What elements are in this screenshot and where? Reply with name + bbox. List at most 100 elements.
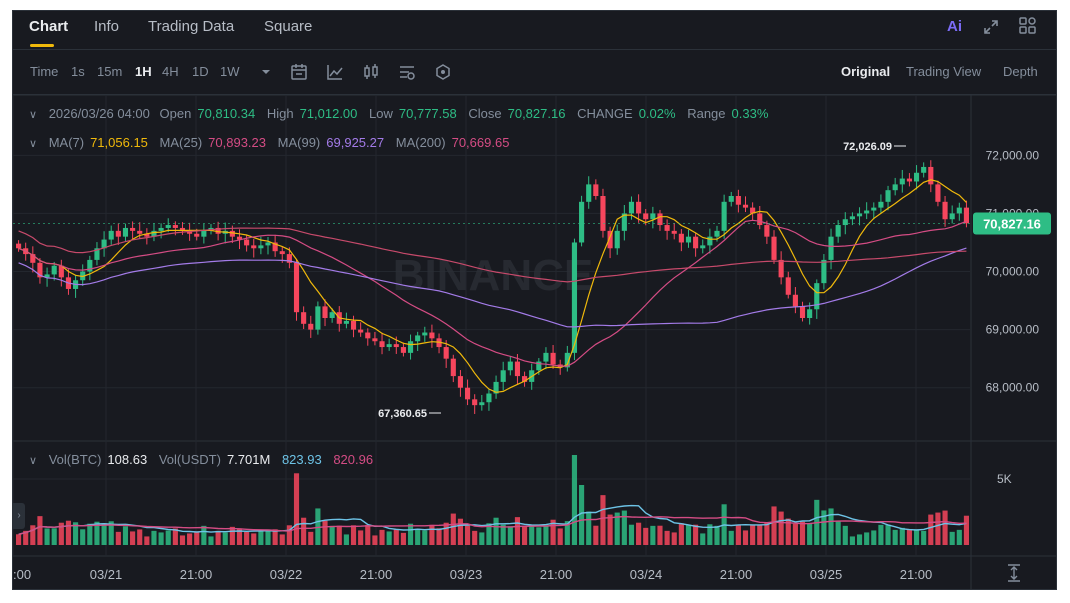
candle-body <box>963 207 970 224</box>
view-trading-view[interactable]: Trading View <box>906 64 982 79</box>
expand-icon[interactable] <box>982 18 1000 36</box>
volume-bar <box>422 530 428 545</box>
candle-body <box>842 219 848 226</box>
indicator-line-icon[interactable] <box>326 63 344 81</box>
tab-info[interactable]: Info <box>94 18 120 35</box>
volume-bar <box>628 524 635 545</box>
volume-bar <box>507 526 513 545</box>
view-original[interactable]: Original <box>841 64 891 79</box>
candle-body <box>707 236 713 246</box>
candle-body <box>636 201 642 214</box>
volume-bar <box>215 530 221 545</box>
candle-body <box>194 233 200 237</box>
candle-body <box>685 236 692 243</box>
volume-bar <box>899 527 905 545</box>
chevron-down-icon[interactable] <box>257 63 275 81</box>
volume-bar <box>201 525 207 545</box>
timeframe-1w[interactable]: 1W <box>220 64 240 79</box>
volume-bar <box>15 534 22 545</box>
candle-body <box>272 242 278 252</box>
range-value: 0.33% <box>731 106 769 121</box>
volume-bar <box>179 535 186 545</box>
tab-square[interactable]: Square <box>264 18 313 35</box>
candle-body <box>365 332 371 339</box>
collapse-chevron-icon[interactable]: ∨ <box>29 109 38 121</box>
range-label: Range <box>687 106 726 121</box>
candle-body <box>892 184 898 191</box>
vol-ma1-value: 823.93 <box>281 452 322 467</box>
time-axis: :00 03/21 21:00 03/22 21:00 03/23 21:00 03/24 21… <box>13 567 932 582</box>
ai-button[interactable]: Ai <box>947 18 962 35</box>
candle-body <box>942 201 948 220</box>
candle-body <box>244 239 250 246</box>
candle-body <box>807 309 813 318</box>
volume-bar <box>122 526 129 545</box>
volume-bar <box>80 529 86 545</box>
timeframe-time[interactable]: Time <box>30 64 59 79</box>
layout-grid-icon[interactable] <box>1018 16 1038 36</box>
side-panel-toggle[interactable]: › <box>13 503 25 529</box>
volume-bar <box>536 527 542 545</box>
volume-bar <box>144 536 150 545</box>
collapse-chevron-icon[interactable]: ∨ <box>29 455 38 467</box>
candle-body <box>771 236 777 260</box>
candle-body <box>564 352 570 368</box>
ma7-label: MA(7) <box>48 135 85 150</box>
timeframe-15m[interactable]: 15m <box>97 64 123 79</box>
vol-ma2-value: 820.96 <box>333 452 374 467</box>
calendar-icon[interactable] <box>290 63 308 81</box>
volume-bar <box>607 514 613 545</box>
volume-bar <box>593 525 599 545</box>
volume-bar <box>799 521 806 545</box>
candle-body <box>472 399 478 406</box>
volume-bar <box>479 532 485 545</box>
volume-bar <box>557 528 563 545</box>
candle-body <box>115 230 121 237</box>
candle-body <box>358 329 364 333</box>
price-tick-label: 68,000.00 <box>986 381 1040 395</box>
candle-body <box>899 178 905 185</box>
candle-body <box>700 245 706 249</box>
candle-body <box>906 178 912 182</box>
timeframe-1s[interactable]: 1s <box>71 64 85 79</box>
fit-vertical-icon[interactable] <box>1006 564 1022 582</box>
time-tick-label: 03/23 <box>450 567 483 582</box>
volume-bar <box>30 525 36 545</box>
tab-chart[interactable]: Chart <box>29 18 69 35</box>
volume-bar <box>372 535 378 545</box>
candle-body <box>828 236 834 260</box>
volume-bar <box>714 525 720 545</box>
view-depth[interactable]: Depth <box>1003 64 1038 79</box>
candle-body <box>821 259 827 284</box>
timeframe-4h[interactable]: 4H <box>162 64 179 79</box>
collapse-chevron-icon[interactable]: ∨ <box>29 138 38 150</box>
candle-body <box>479 402 485 406</box>
time-tick-label: 21:00 <box>540 567 573 582</box>
ma-info-row: ∨ MA(7) 71,056.15 MA(25) 70,893.23 MA(99) 6… <box>13 135 517 150</box>
candle-body <box>814 283 820 310</box>
volume-bar <box>650 525 656 545</box>
timeframe-1d[interactable]: 1D <box>192 64 209 79</box>
hexagon-settings-icon[interactable] <box>434 63 452 81</box>
tab-trading-data[interactable]: Trading Data <box>148 18 235 35</box>
price-chart[interactable]: BINANCE 72,000.0071,000.0070,000.0069,00… <box>13 95 1057 590</box>
volume-bar <box>821 510 827 545</box>
volume-bar <box>828 508 834 545</box>
candle-body <box>151 230 157 237</box>
volume-bar <box>286 525 292 545</box>
volume-bar <box>742 530 749 545</box>
volume-bar <box>108 521 114 545</box>
volume-bar <box>543 525 549 545</box>
timeframe-1h[interactable]: 1H <box>135 64 152 79</box>
high-price-marker: 72,026.09 <box>843 141 892 153</box>
candle-body <box>450 358 456 377</box>
change-label: CHANGE <box>577 106 633 121</box>
volume-bar <box>51 528 57 545</box>
volume-bar <box>94 521 100 545</box>
volume-bar <box>265 529 271 545</box>
chart-settings-icon[interactable] <box>398 63 416 81</box>
candles-icon[interactable] <box>362 63 380 81</box>
candle-body <box>757 213 763 226</box>
candle-body <box>650 213 656 220</box>
volume-bar <box>308 531 314 545</box>
